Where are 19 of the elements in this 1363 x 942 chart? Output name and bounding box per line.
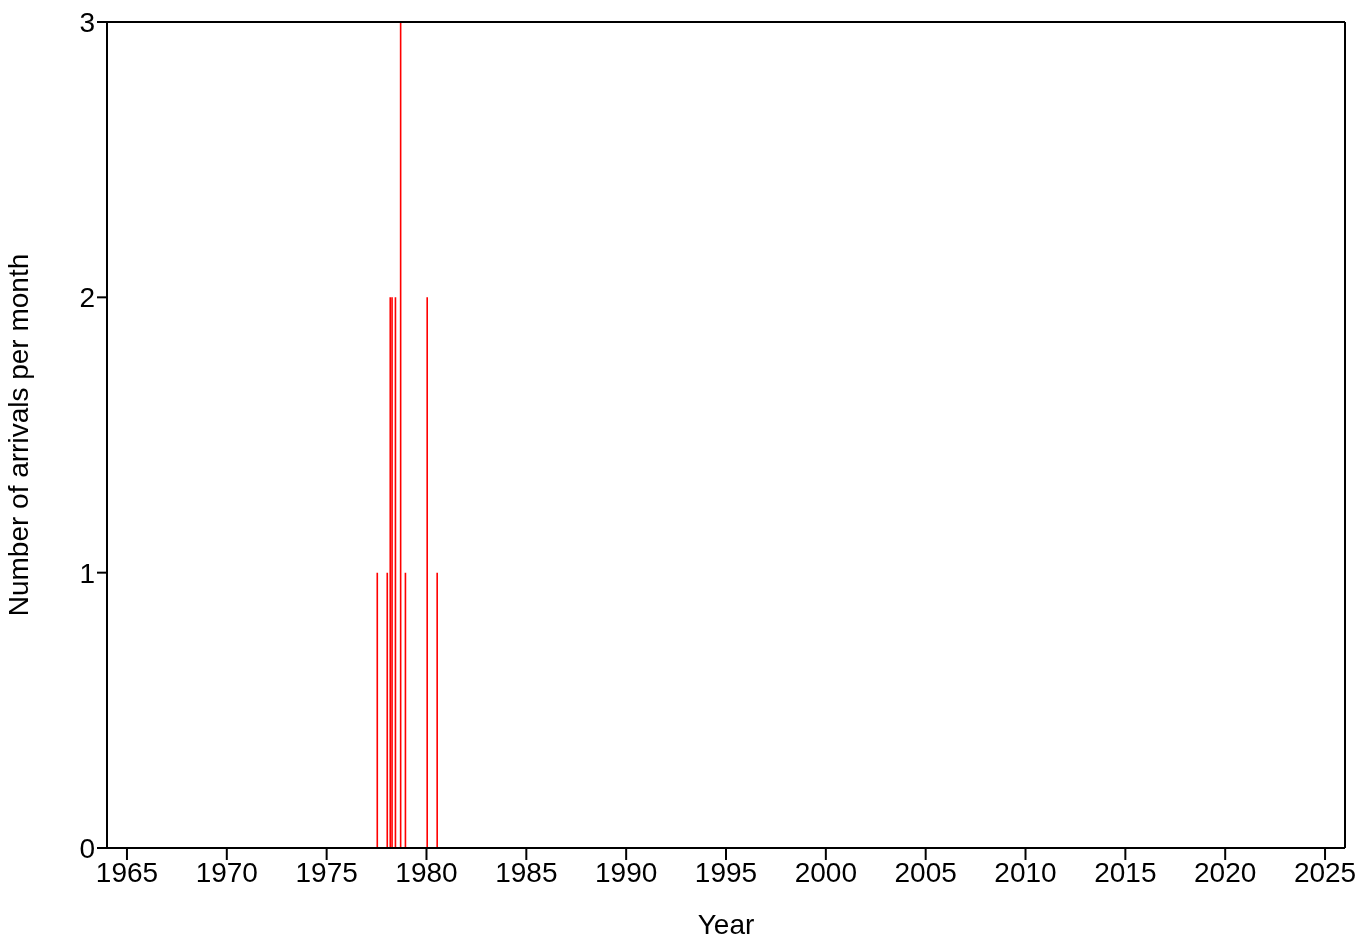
x-tick-label: 1990	[595, 856, 658, 888]
y-tick-label: 0	[79, 832, 95, 864]
x-tick-label: 1965	[95, 856, 159, 888]
y-tick-label: 2	[79, 282, 95, 314]
x-axis-title: Year	[697, 909, 755, 940]
x-tick-label: 2005	[894, 856, 957, 888]
x-tick-label: 1975	[295, 856, 358, 888]
y-axis-title: Number of arrivals per month	[2, 253, 34, 617]
x-tick-label: 2015	[1094, 856, 1157, 888]
x-tick-label: 1995	[694, 856, 758, 888]
x-tick-label: 2025	[1293, 856, 1357, 888]
x-tick-label: 1980	[395, 856, 458, 888]
x-tick-label: 1970	[195, 856, 258, 888]
x-tick-label: 2020	[1194, 856, 1257, 888]
x-tick-label: 2000	[794, 856, 857, 888]
x-tick-label: 1985	[495, 856, 558, 888]
y-tick-label: 3	[79, 6, 95, 38]
y-tick-label: 1	[79, 557, 95, 589]
x-tick-label: 2010	[994, 856, 1057, 888]
